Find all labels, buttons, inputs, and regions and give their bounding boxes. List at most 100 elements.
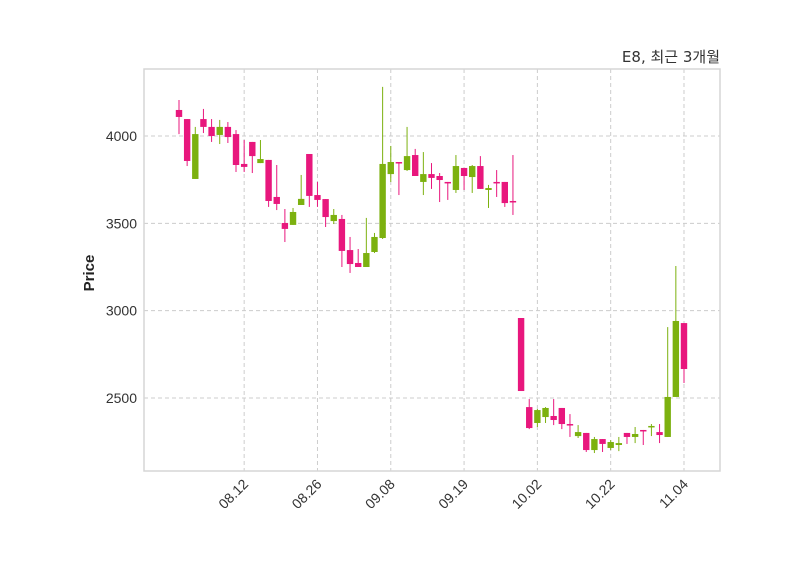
candle-body: [200, 119, 207, 127]
candle-body: [469, 166, 476, 178]
candle: [526, 399, 533, 430]
candle: [501, 181, 508, 207]
candle-body: [249, 141, 256, 157]
candle-body: [444, 181, 451, 184]
candle-body: [542, 407, 549, 418]
x-tick-label: 09.08: [362, 476, 398, 512]
y-tick-label: 4000: [106, 128, 137, 144]
candle-body: [330, 214, 337, 222]
y-tick-label: 3000: [106, 303, 137, 319]
candle: [583, 432, 590, 452]
candle: [615, 436, 623, 452]
candle-body: [281, 222, 289, 229]
x-tick-label: 11.04: [656, 476, 692, 512]
candle: [566, 414, 574, 437]
candle-body: [420, 174, 427, 182]
candle-body: [574, 432, 582, 437]
candle: [428, 163, 435, 189]
candle: [485, 184, 492, 208]
candle: [420, 152, 427, 196]
candle-body: [599, 439, 606, 444]
candle-body: [607, 442, 614, 448]
plot-frame: [143, 68, 721, 472]
candle: [607, 440, 614, 451]
candle-body: [517, 318, 525, 392]
candle-body: [224, 126, 232, 138]
candle-body: [656, 432, 663, 436]
x-tick-label: 10.22: [582, 476, 618, 512]
chart-title: E8, 최근 3개월: [622, 48, 720, 66]
x-tick-label: 08.26: [288, 476, 324, 512]
candle: [183, 119, 191, 167]
candle: [517, 318, 525, 392]
candle: [363, 217, 370, 268]
candle: [371, 232, 378, 254]
candle-body: [623, 432, 631, 437]
candle-body: [591, 439, 598, 451]
candle: [444, 181, 451, 200]
y-axis-ticks: 2500 3000 3500 4000: [106, 128, 137, 406]
x-tick-label: 10.02: [508, 476, 544, 512]
candle-body: [558, 407, 566, 425]
candle-body: [640, 429, 647, 432]
candle: [550, 399, 557, 426]
candle: [656, 424, 663, 444]
candle: [232, 130, 240, 172]
candle: [672, 265, 680, 397]
candle: [664, 327, 671, 437]
candle-body: [428, 174, 435, 178]
candle-body: [314, 195, 321, 200]
candle-body: [257, 159, 264, 164]
candle: [599, 439, 606, 452]
candle-body: [363, 253, 370, 268]
candle-body: [550, 415, 557, 421]
candle-body: [680, 323, 688, 370]
candle: [354, 249, 362, 268]
candle-body: [387, 162, 394, 175]
candle-body: [273, 196, 280, 204]
candle: [574, 425, 582, 439]
candle-body: [648, 425, 655, 428]
candle-body: [297, 198, 305, 205]
candle-body: [322, 199, 329, 218]
candle: [436, 173, 443, 203]
x-axis-ticks: 08.12 08.26 09.08 09.19 10.02 10.22 11.04: [215, 476, 691, 512]
candle-body: [615, 443, 623, 445]
candle-body: [672, 320, 680, 397]
candle-body: [346, 250, 354, 265]
candle: [509, 155, 517, 215]
candles: [175, 86, 688, 454]
candle-body: [493, 181, 500, 184]
candle: [257, 140, 264, 164]
candle: [469, 164, 476, 193]
candle-body: [289, 211, 297, 225]
candle: [265, 159, 272, 207]
candle-body: [354, 262, 362, 268]
candle: [281, 209, 289, 243]
candle: [314, 181, 321, 207]
y-tick-label: 2500: [106, 390, 137, 406]
candle-body: [501, 181, 508, 204]
candle-body: [208, 126, 215, 136]
candle: [534, 409, 541, 428]
candle: [591, 436, 598, 454]
candle: [493, 170, 500, 197]
candle: [297, 174, 305, 205]
candle-body: [240, 163, 248, 167]
candle-body: [232, 134, 240, 165]
candle: [273, 164, 280, 211]
candle-body: [534, 410, 541, 423]
candle-body: [477, 166, 484, 189]
x-tick-label: 08.12: [215, 476, 251, 512]
grid: [144, 69, 720, 471]
candle-body: [436, 175, 443, 181]
x-tick-label: 09.19: [435, 476, 471, 512]
candle: [558, 407, 566, 430]
candle-body: [338, 218, 346, 251]
candle-body: [395, 162, 403, 164]
candle-body: [452, 166, 460, 190]
candle-body: [631, 433, 639, 437]
candle-body: [175, 109, 183, 117]
candle: [640, 429, 647, 445]
candle-body: [403, 156, 411, 171]
